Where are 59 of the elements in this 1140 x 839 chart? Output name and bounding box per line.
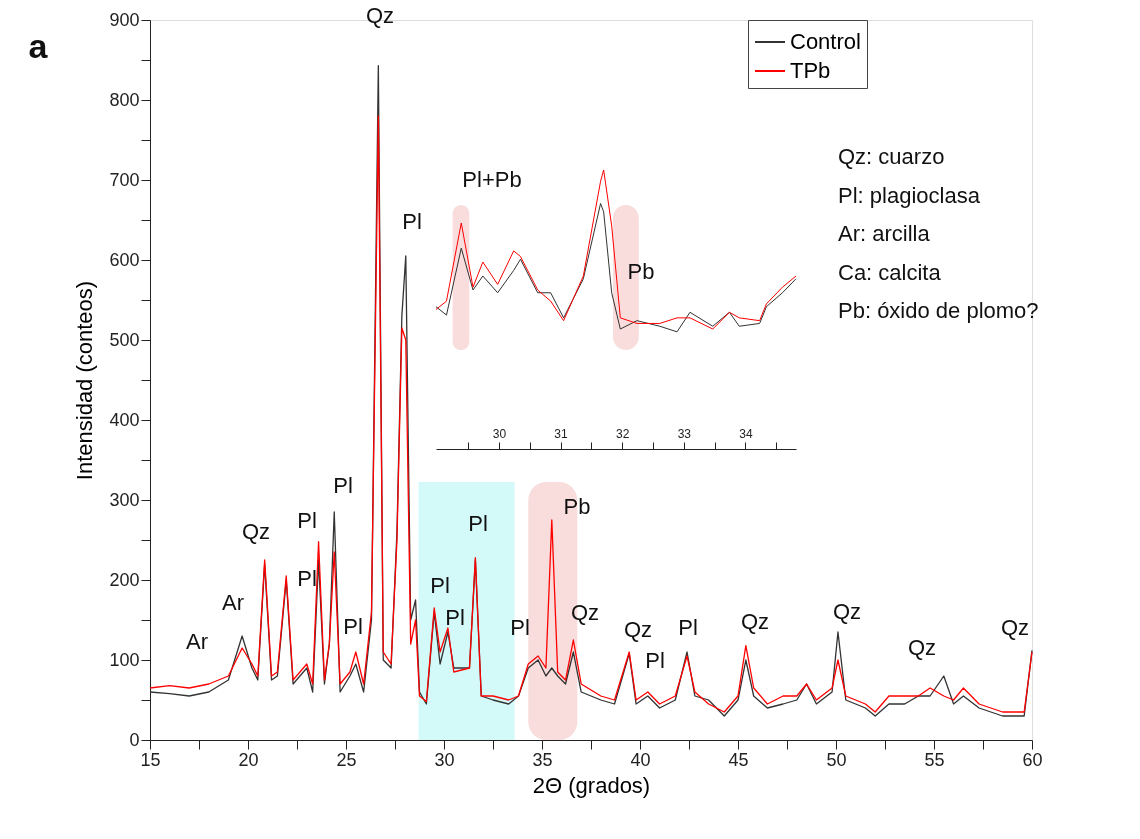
annotation: Pl	[645, 648, 665, 673]
y-tick-label: 700	[109, 169, 140, 190]
annotation: Pl	[402, 209, 422, 234]
annotation: Pl	[333, 473, 353, 498]
y-tick-label: 0	[129, 729, 140, 750]
y-tick-label: 400	[109, 409, 140, 430]
x-axis-title: 2Θ (grados)	[532, 772, 651, 798]
annotation: Pb	[563, 494, 591, 519]
y-tick-label: 200	[109, 569, 140, 590]
annotation: Pl	[430, 573, 450, 598]
y-tick-label: 300	[109, 489, 140, 510]
annotation: Qz	[623, 617, 653, 642]
x-tick-label: 34	[739, 426, 753, 441]
annotation: Qz	[241, 519, 271, 544]
y-tick-label: 900	[109, 9, 140, 30]
annotation: Pl	[678, 615, 698, 640]
annotation: Ar	[186, 629, 208, 654]
x-tick-label: 32	[615, 426, 630, 441]
x-tick-label: 20	[238, 749, 259, 770]
x-tick-label: 31	[554, 426, 569, 441]
annotation: Ar: arcilla	[838, 221, 931, 246]
y-tick-label: 800	[109, 89, 140, 110]
annotation: Qz	[740, 609, 770, 634]
annotation: Qz	[1000, 615, 1030, 640]
annotation: Qz	[907, 635, 937, 660]
annotation: Pb: óxido de plomo?	[838, 298, 1039, 323]
annotation: Pl	[510, 615, 530, 640]
annotation: Pl	[297, 566, 317, 591]
annotation: Qz: cuarzo	[838, 144, 945, 169]
x-tick-label: 30	[492, 426, 507, 441]
x-tick-label: 33	[677, 426, 692, 441]
x-tick-label: 15	[140, 749, 161, 770]
x-tick-label: 30	[434, 749, 455, 770]
annotation: Qz	[570, 600, 600, 625]
text: a	[28, 27, 49, 65]
y-axis-title: Intensidad (conteos)	[72, 280, 98, 481]
legend-label: TPb	[790, 58, 831, 83]
x-tick-label: 55	[924, 749, 945, 770]
x-tick-label: 45	[728, 749, 749, 770]
annotation: Ar	[222, 590, 244, 615]
x-tick-label: 60	[1022, 749, 1043, 770]
y-tick-label: 100	[109, 649, 140, 670]
annotation: Ca: calcita	[838, 259, 942, 285]
y-tick-label: 600	[109, 249, 140, 270]
annotation: Pl	[445, 605, 465, 630]
x-tick-label: 40	[630, 749, 651, 770]
annotation: Pl	[343, 614, 363, 639]
legend-label: Control	[790, 29, 861, 54]
annotation: Pl+Pb	[462, 167, 522, 192]
x-tick-label: 25	[336, 749, 357, 770]
annotation: Pl	[297, 508, 317, 533]
y-tick-label: 500	[109, 329, 140, 350]
annotation: Pl	[468, 511, 488, 536]
x-tick-label: 50	[826, 749, 847, 770]
x-tick-label: 35	[532, 749, 553, 770]
annotation: Qz	[832, 599, 862, 624]
annotation: Pb	[627, 259, 655, 284]
annotation: Pl: plagioclasa	[838, 182, 981, 208]
annotation: Qz	[365, 3, 395, 28]
